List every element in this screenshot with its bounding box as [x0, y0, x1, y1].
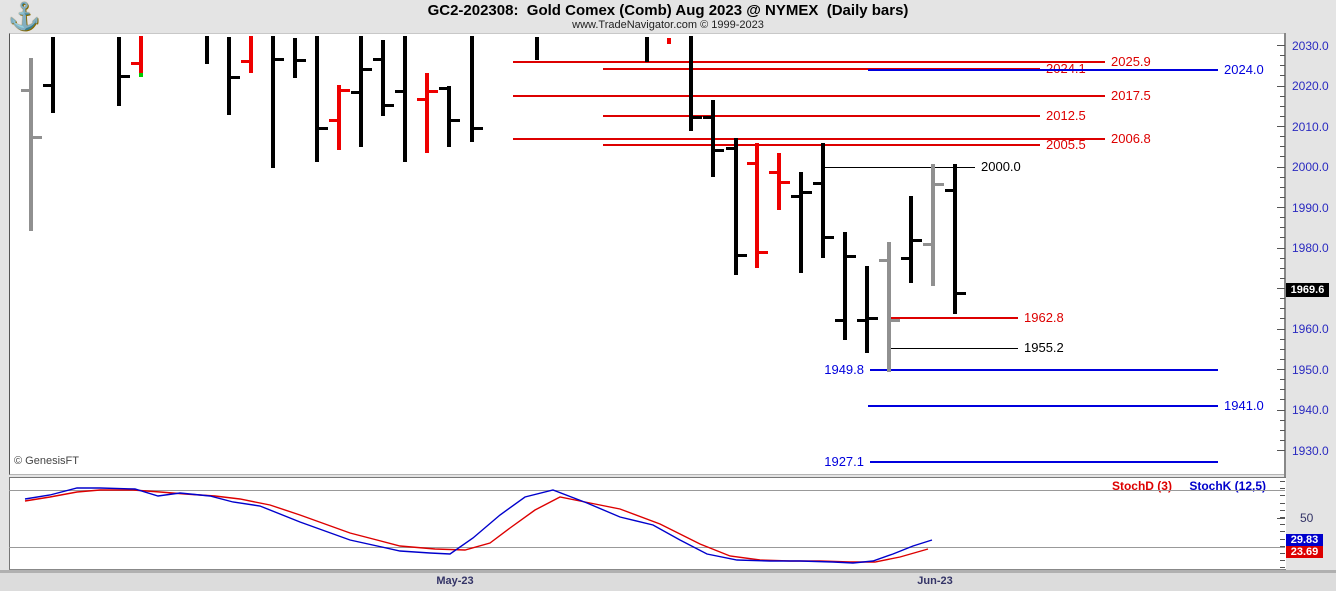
date-axis-strip [0, 570, 1336, 591]
y-axis-label: 2020.0 [1292, 79, 1329, 93]
stoch-axis-label-50: 50 [1300, 511, 1314, 525]
y-axis-label: 1960.0 [1292, 322, 1329, 336]
price-axis-line [1284, 33, 1286, 568]
chart-title: GC2-202308: Gold Comex (Comb) Aug 2023 @… [427, 2, 909, 19]
stochk-legend-label[interactable]: StochK (12,5) [1189, 479, 1266, 493]
price-chart-panel [9, 33, 1286, 475]
y-axis-label: 1980.0 [1292, 241, 1329, 255]
stochastic-legend: StochD (3) StochK (12,5) [1098, 479, 1266, 493]
chart-subtitle: www.TradeNavigator.com © 1999-2023 [572, 19, 764, 31]
last-price-badge: 1969.6 [1286, 283, 1329, 298]
y-axis-label: 1970.0 [1292, 281, 1329, 296]
y-axis-label: 2000.0 [1292, 160, 1329, 174]
genesis-sextant-logo-icon: ⚓ [8, 1, 41, 31]
stochd-legend-label[interactable]: StochD (3) [1111, 479, 1172, 493]
y-axis-label: 1950.0 [1292, 362, 1329, 377]
stochd-value-badge: 23.69 [1286, 546, 1323, 558]
y-axis-label: 2030.0 [1292, 38, 1329, 53]
genesis-copyright: © GenesisFT [14, 455, 79, 467]
y-axis-label: 2010.0 [1292, 119, 1329, 134]
y-axis-label: 1940.0 [1292, 403, 1329, 417]
stochk-value-badge: 29.83 [1286, 534, 1323, 546]
y-axis-label: 1930.0 [1292, 443, 1329, 458]
stochastic-panel [9, 477, 1286, 570]
y-axis-label: 1990.0 [1292, 200, 1329, 215]
